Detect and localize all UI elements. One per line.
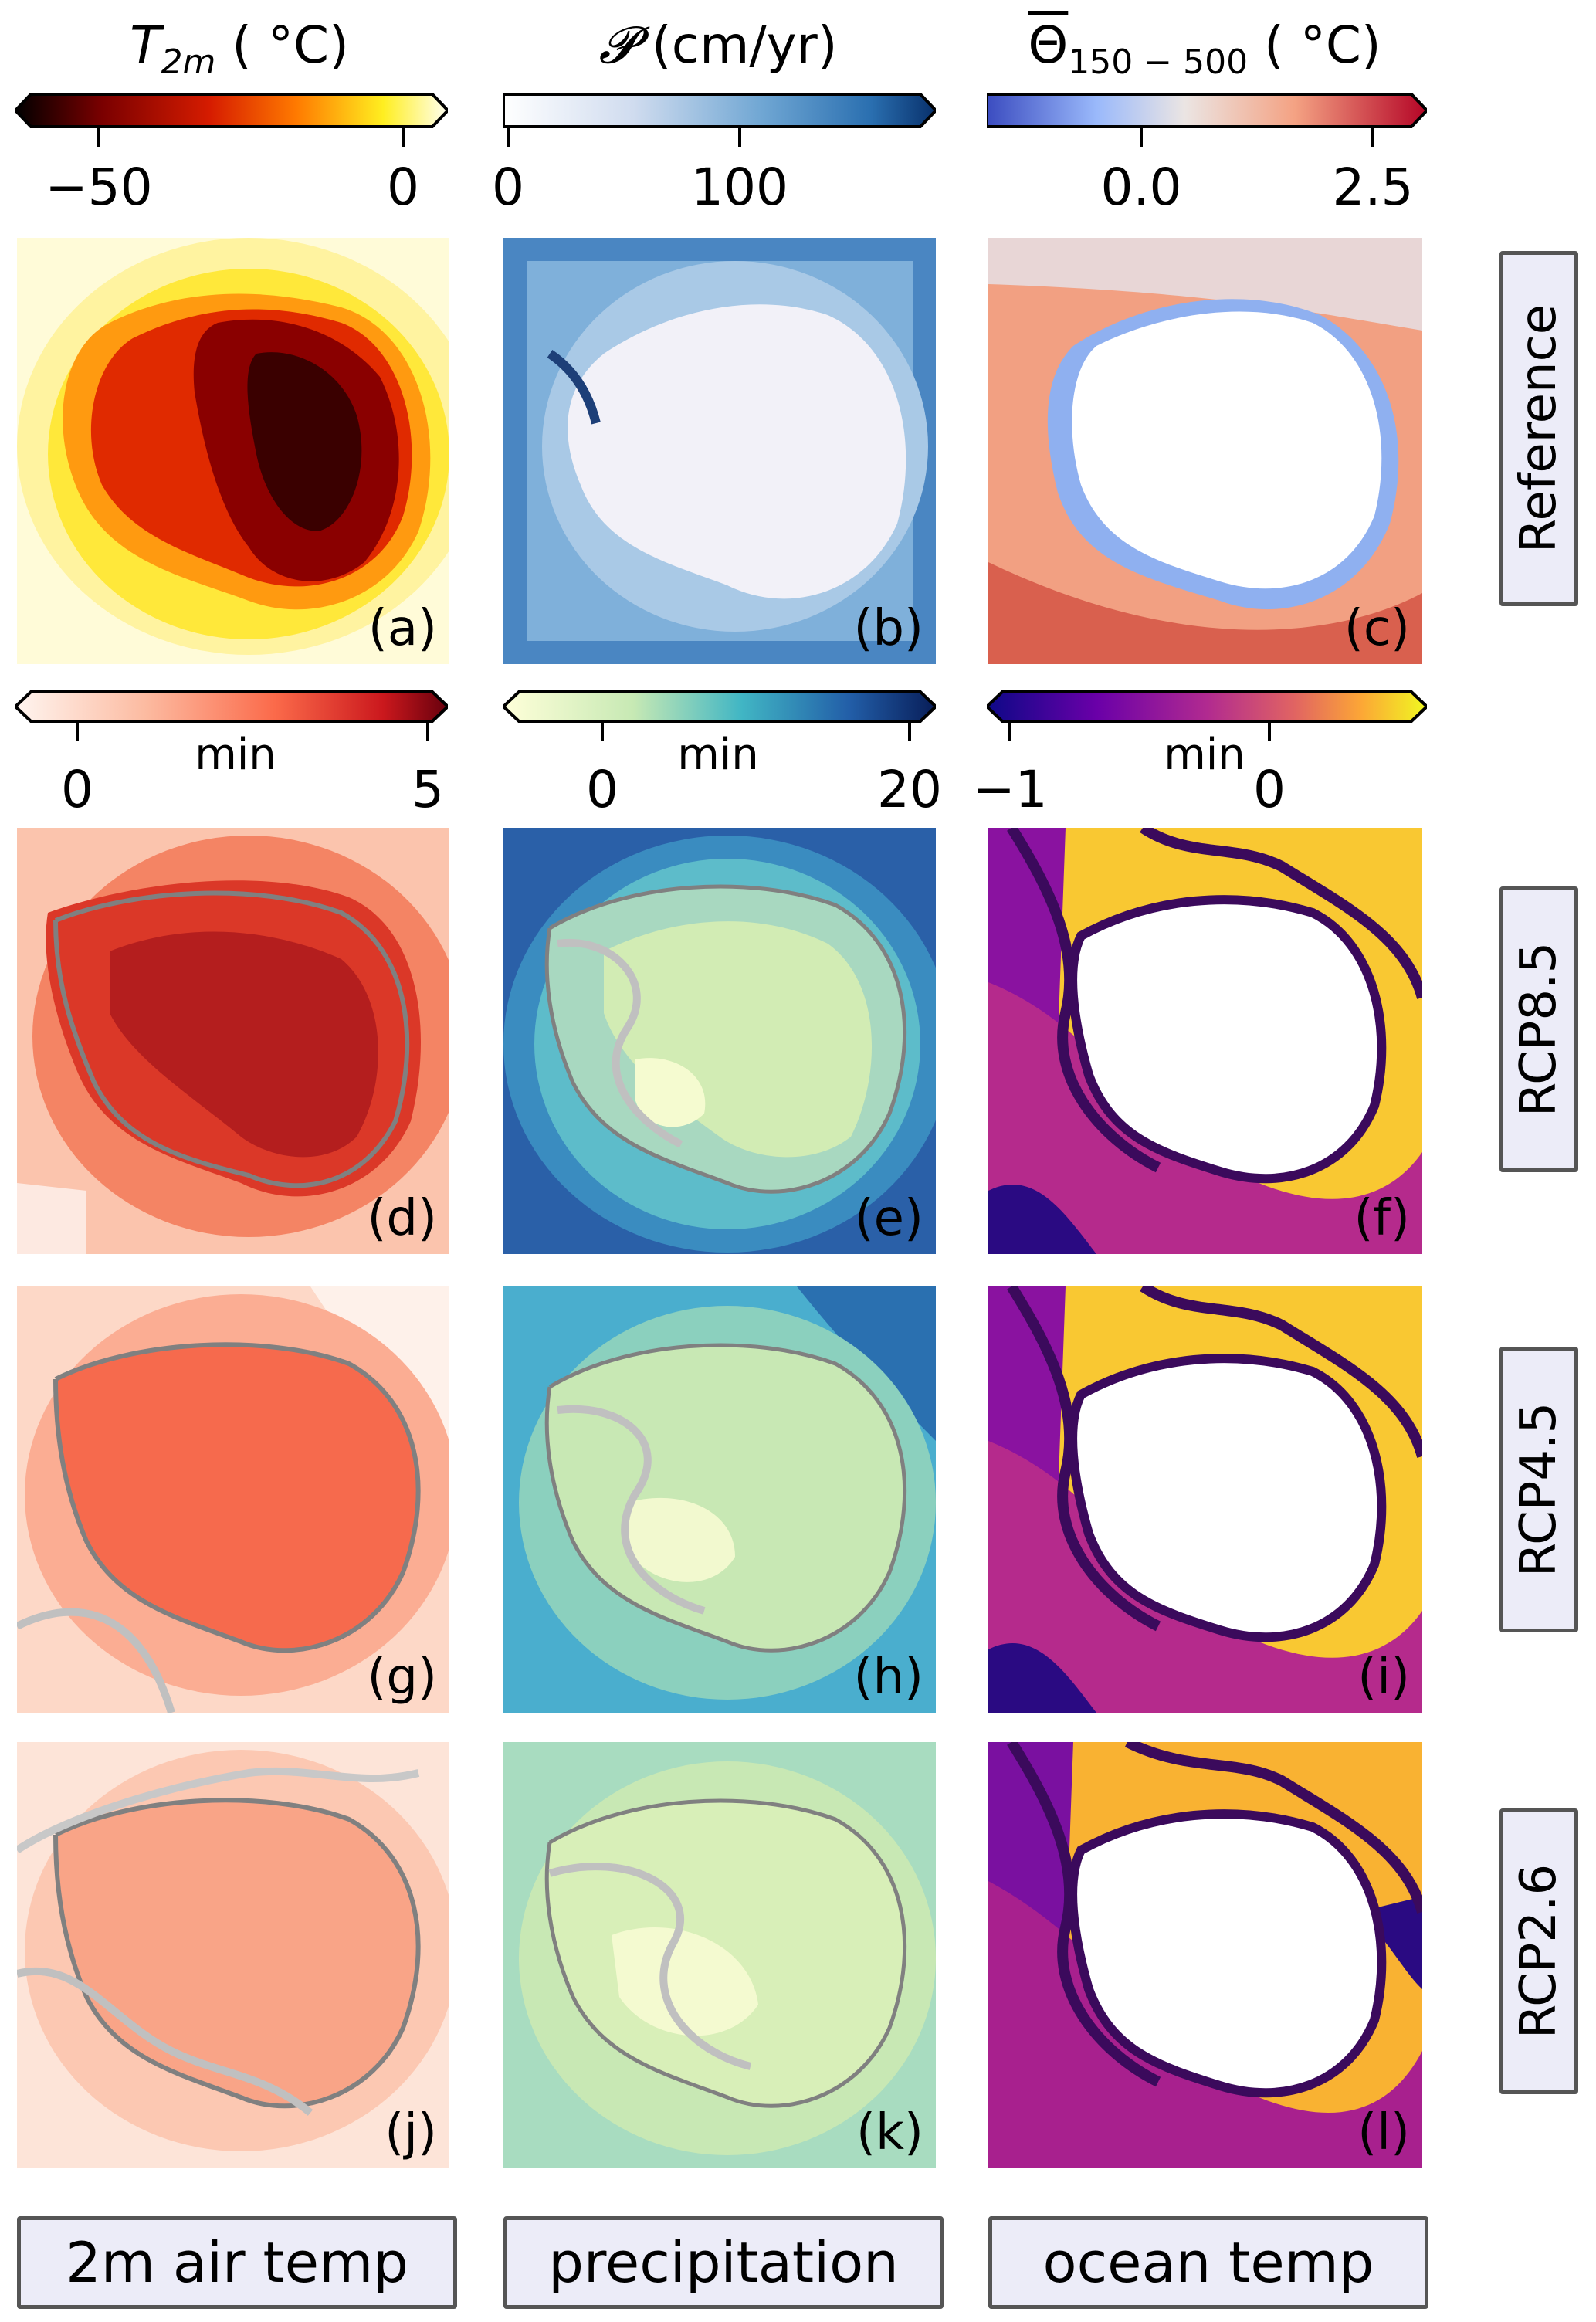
tick-label: 20 xyxy=(877,760,942,819)
panel-e-precip-rcp85: (e) xyxy=(503,828,936,1254)
panel-d-air-temp-rcp85: (d) xyxy=(17,828,449,1254)
colorbar-hot-bar xyxy=(15,93,448,128)
column-label-air-temp: 2m air temp xyxy=(17,2216,457,2309)
colorbar-coolwarm-bar xyxy=(987,93,1427,128)
min-label: min xyxy=(1164,730,1245,780)
tick-label: 0 xyxy=(492,158,524,217)
colorbar-title: Θ150 − 500 ( °C) xyxy=(1028,15,1381,82)
panel-a-air-temp-reference: (a) xyxy=(17,238,449,664)
row-label-rcp85: RCP8.5 xyxy=(1499,886,1578,1172)
panel-h-precip-rcp45: (h) xyxy=(503,1286,936,1713)
tick-label: 0.0 xyxy=(1100,158,1182,217)
panel-label: (i) xyxy=(1357,1649,1410,1706)
panel-k-precip-rcp26: (k) xyxy=(503,1742,936,2168)
tick-label: −50 xyxy=(45,158,153,217)
colorbar-title: 𝓟 (cm/yr) xyxy=(598,15,838,75)
panel-g-air-temp-rcp45: (g) xyxy=(17,1286,449,1713)
row-label-rcp45: RCP4.5 xyxy=(1499,1347,1578,1632)
row-label-reference: Reference xyxy=(1499,251,1578,606)
row-label-rcp26: RCP2.6 xyxy=(1499,1808,1578,2094)
colorbar-plasma-bar xyxy=(987,690,1427,723)
panel-label: (b) xyxy=(853,600,923,657)
panel-f-ocean-temp-rcp85: (f) xyxy=(988,828,1422,1254)
panel-j-air-temp-rcp26: (j) xyxy=(17,1742,449,2168)
panel-label: (h) xyxy=(853,1649,924,1706)
colorbar-ylgnbu-bar xyxy=(503,690,936,723)
panel-c-ocean-temp-reference: (c) xyxy=(988,238,1422,664)
min-label: min xyxy=(677,730,759,780)
colorbar-blues-bar xyxy=(503,93,936,128)
tick-label: −1 xyxy=(972,760,1048,819)
panel-b-precip-reference: (b) xyxy=(503,238,936,664)
column-label-ocean-temp: ocean temp xyxy=(988,2216,1428,2309)
column-label-precipitation: precipitation xyxy=(503,2216,944,2309)
min-label: min xyxy=(195,730,276,780)
panel-label: (l) xyxy=(1357,2104,1410,2161)
tick-label: 0 xyxy=(61,760,93,819)
tick-label: 0 xyxy=(387,158,419,217)
panel-label: (e) xyxy=(854,1190,923,1247)
tick-label: 100 xyxy=(691,158,788,217)
panel-label: (g) xyxy=(367,1649,437,1706)
panel-label: (c) xyxy=(1344,600,1410,657)
panel-l-ocean-temp-rcp26: (l) xyxy=(988,1742,1422,2168)
tick-label: 5 xyxy=(412,760,444,819)
panel-label: (d) xyxy=(367,1190,437,1247)
panel-i-ocean-temp-rcp45: (i) xyxy=(988,1286,1422,1713)
colorbar-title: T2m ( °C) xyxy=(130,15,349,82)
panel-label: (a) xyxy=(368,600,437,657)
tick-label: 0 xyxy=(586,760,618,819)
tick-label: 2.5 xyxy=(1332,158,1414,217)
panel-label: (f) xyxy=(1354,1190,1410,1247)
tick-label: 0 xyxy=(1253,760,1286,819)
panel-label: (k) xyxy=(856,2104,923,2161)
colorbar-reds-bar xyxy=(15,690,448,723)
panel-label: (j) xyxy=(385,2104,437,2161)
